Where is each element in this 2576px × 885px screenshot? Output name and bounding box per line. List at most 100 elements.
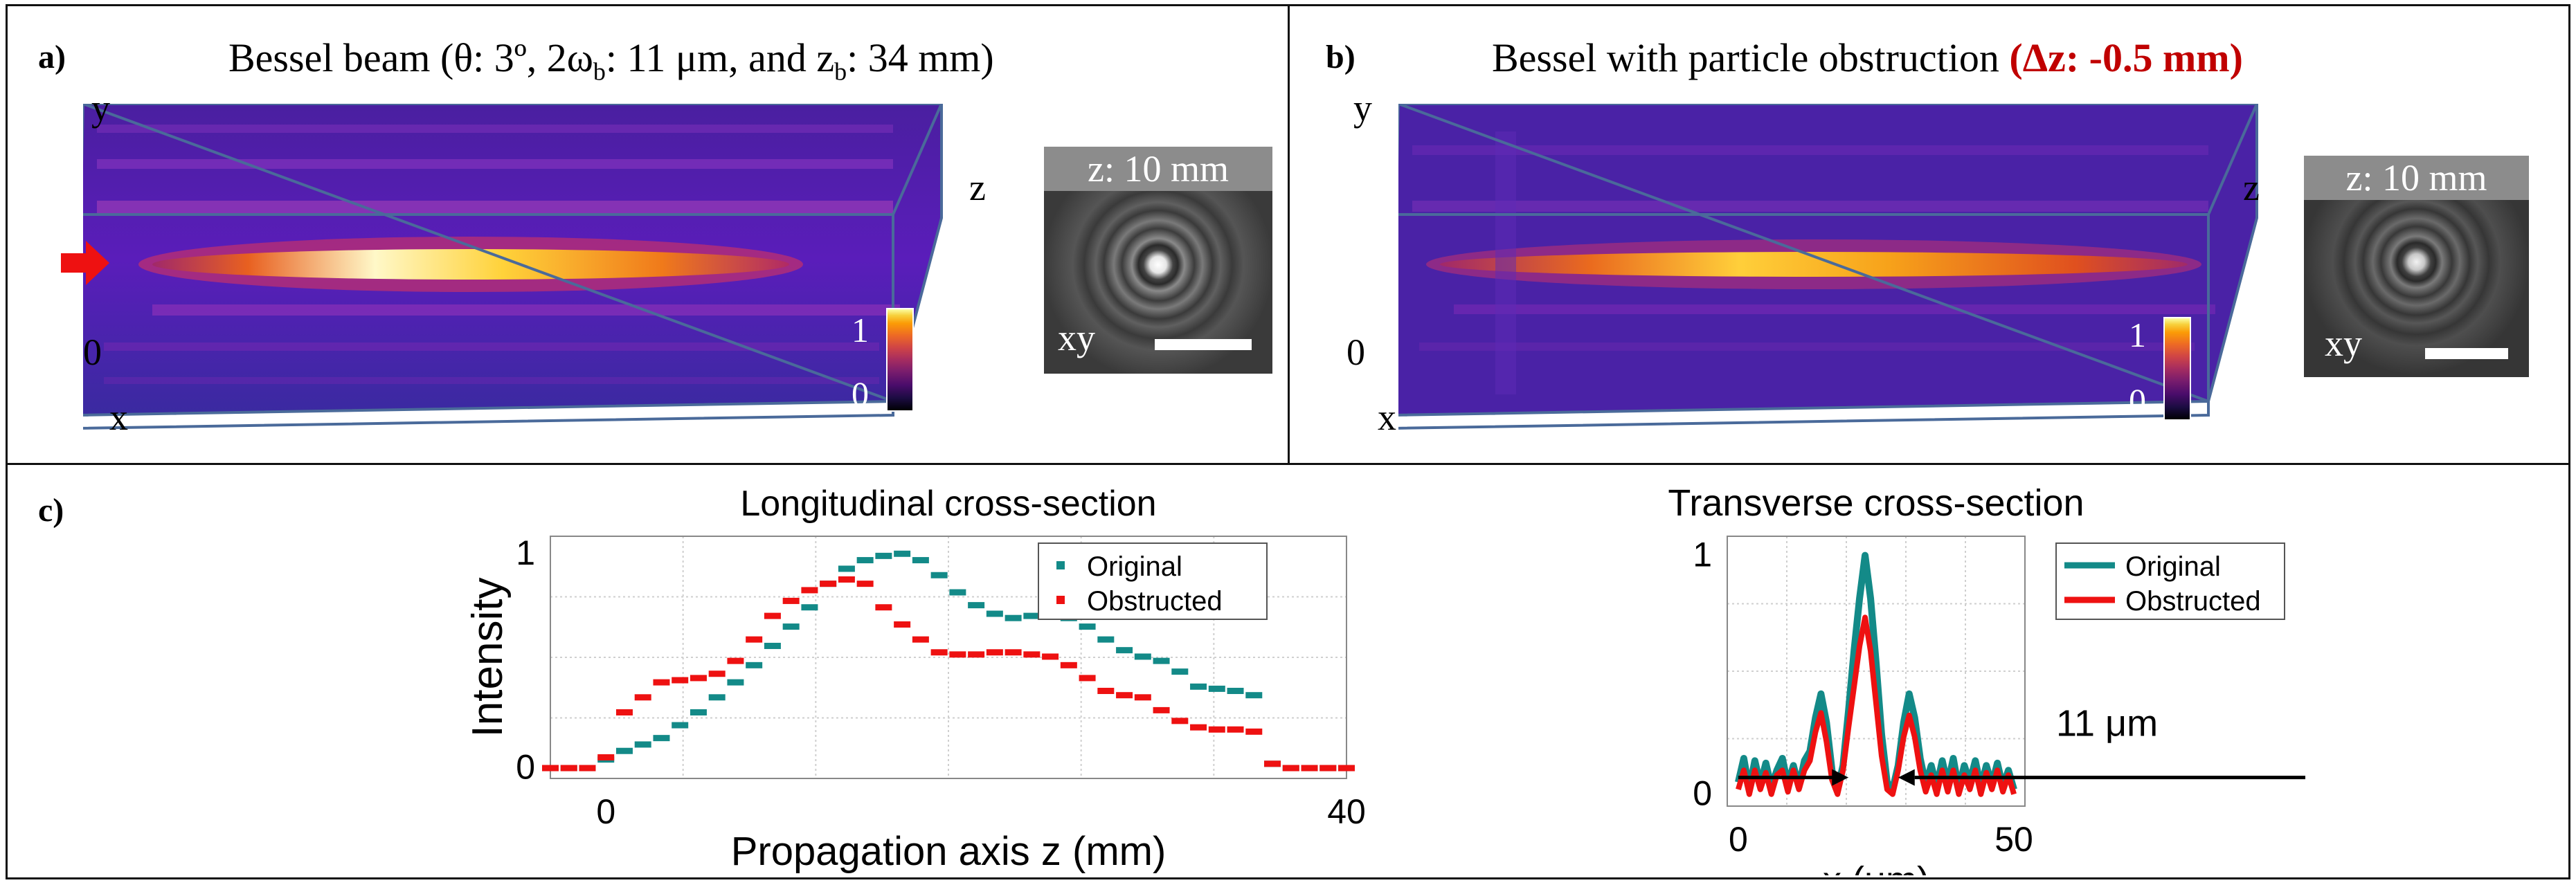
data-point-obstructed — [912, 636, 929, 643]
axis-zero-b: 0 — [1346, 331, 1365, 373]
data-point-original — [1208, 685, 1225, 692]
inset-xy-a: z: 10 mm xy — [1044, 147, 1272, 374]
data-point-obstructed — [579, 765, 596, 772]
data-point-obstructed — [1005, 649, 1022, 656]
data-point-obstructed — [1190, 724, 1207, 731]
data-point-obstructed — [1042, 653, 1059, 660]
legend-box — [2055, 542, 2285, 620]
data-point-original — [1079, 623, 1096, 630]
data-point-obstructed — [746, 636, 763, 643]
data-point-obstructed — [727, 657, 744, 664]
colorbar-a — [886, 308, 914, 412]
y-axis-label: Intensity — [464, 578, 512, 738]
data-point-obstructed — [1319, 765, 1337, 772]
data-point-original — [856, 557, 874, 564]
data-point-obstructed — [949, 651, 966, 658]
axis-x-a: x — [109, 396, 128, 438]
annotation-label: 11 μm — [2056, 703, 2158, 745]
plot-frame — [550, 536, 1347, 779]
axis-z-a: z — [969, 167, 986, 208]
data-point-original — [708, 694, 726, 701]
data-point-obstructed — [1227, 726, 1244, 733]
legend-label-original: Original — [1087, 551, 1182, 582]
data-point-obstructed — [542, 765, 559, 772]
data-point-obstructed — [653, 679, 670, 686]
data-point-original — [615, 747, 633, 754]
longitudinal-chart: 0 1 0 40 Longitudinal cross-section Propagati… — [464, 484, 1366, 874]
data-point-original — [764, 642, 781, 649]
plot-frame — [1727, 536, 2026, 807]
beam-core-a — [152, 249, 789, 280]
axis-zero-a: 0 — [83, 331, 102, 373]
data-point-original — [838, 565, 855, 572]
data-point-original — [930, 572, 948, 578]
data-point-original — [782, 623, 800, 630]
data-point-obstructed — [820, 581, 837, 587]
panel-a-label: a) — [38, 39, 66, 75]
data-point-original — [875, 552, 892, 559]
data-point-original — [1190, 683, 1207, 690]
axis-x-b: x — [1378, 396, 1396, 438]
chart-title: Transverse cross-section — [1668, 482, 2084, 524]
panel-a-title: Bessel beam (θ: 3º, 2ωb: 11 μm, and zb: … — [228, 35, 994, 86]
data-point-original — [746, 662, 763, 668]
panel-c-label: c) — [38, 492, 64, 529]
data-point-original — [1153, 657, 1170, 664]
data-point-original — [894, 550, 911, 557]
data-point-obstructed — [1079, 675, 1096, 682]
x-axis-label: x (μm) — [1823, 859, 1929, 875]
xtick-0: 0 — [1729, 820, 1748, 859]
data-point-obstructed — [615, 709, 633, 715]
ytick-1: 1 — [1693, 536, 1712, 574]
panel-c-frame — [6, 463, 2570, 879]
colorbar-a-min: 0 — [852, 374, 869, 413]
data-point-original — [672, 722, 689, 729]
data-point-obstructed — [634, 694, 651, 701]
data-point-original — [1005, 614, 1022, 621]
data-point-original — [690, 709, 707, 715]
data-point-original — [1116, 647, 1133, 654]
axis-y-a: y — [91, 87, 110, 129]
inset-xy-b: z: 10 mm xy — [2304, 156, 2529, 377]
data-point-obstructed — [672, 677, 689, 684]
ytick-1: 1 — [516, 533, 535, 572]
panel-b-title: Bessel with particle obstruction (Δz: -0… — [1492, 35, 2243, 80]
legend-box — [1038, 542, 1268, 620]
data-point-original — [1023, 612, 1041, 619]
legend-label-obstructed: Obstructed — [2125, 586, 2261, 617]
inset-xy-label-a: xy — [1058, 317, 1095, 358]
arrowhead-right-icon — [1832, 769, 1849, 786]
data-point-obstructed — [708, 670, 726, 677]
legend-marker-obstructed — [1056, 596, 1065, 604]
xtick-0: 0 — [596, 792, 615, 831]
beam-volume-b — [1398, 104, 2258, 430]
red-arrow-icon — [61, 241, 109, 285]
chart-title: Longitudinal cross-section — [740, 484, 1156, 524]
data-point-original — [727, 679, 744, 686]
inset-label-a: z: 10 mm — [1044, 147, 1272, 191]
xtick-end: 50 — [1994, 820, 2033, 859]
data-point-obstructed — [1208, 726, 1225, 733]
data-point-obstructed — [856, 581, 874, 587]
data-point-obstructed — [560, 765, 577, 772]
data-point-obstructed — [1023, 651, 1041, 658]
data-point-obstructed — [690, 675, 707, 682]
colorbar-b-min: 0 — [2129, 381, 2146, 420]
beam-volume-a — [83, 104, 943, 430]
data-point-obstructed — [1097, 688, 1115, 695]
data-point-obstructed — [1153, 706, 1170, 713]
data-point-obstructed — [838, 576, 855, 583]
ytick-0: 0 — [516, 748, 535, 787]
legend-marker-original — [1056, 561, 1065, 569]
legend-label-original: Original — [2125, 551, 2221, 582]
data-point-obstructed — [1245, 728, 1263, 735]
legend-label-obstructed: Obstructed — [1087, 586, 1223, 617]
beam-core-b — [1440, 252, 2188, 277]
colorbar-a-max: 1 — [852, 311, 869, 349]
panel-b-label: b) — [1326, 39, 1355, 75]
axis-y-b: y — [1353, 87, 1372, 129]
data-point-original — [949, 589, 966, 596]
data-point-original — [1171, 668, 1189, 675]
inset-label-b: z: 10 mm — [2304, 156, 2529, 200]
data-point-obstructed — [782, 597, 800, 604]
